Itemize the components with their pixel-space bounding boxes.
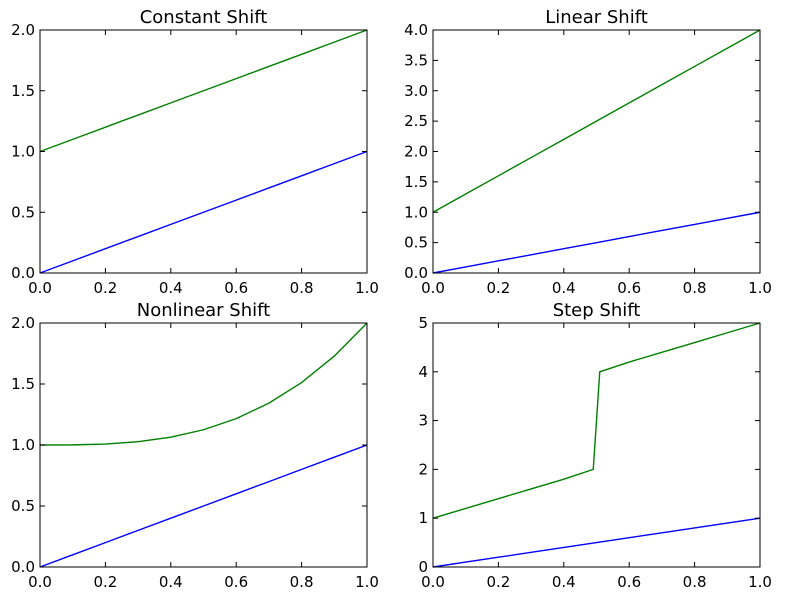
x-tick-label: 0.0 <box>28 279 52 297</box>
series-line-2 <box>432 322 761 519</box>
x-tick-label: 0.6 <box>617 279 641 297</box>
series-line-2 <box>39 29 368 153</box>
y-tick-label: 2 <box>418 460 428 478</box>
y-tick-label: 0.0 <box>11 264 35 282</box>
x-tick-label: 0.2 <box>486 279 510 297</box>
y-tick-label: 3.5 <box>404 51 428 69</box>
panel-step-shift: Step Shift 0.0 0.2 0.4 0.6 0.8 1.0 0 1 2 3 4 5 <box>418 300 771 591</box>
x-tick-label: 0.4 <box>159 573 183 591</box>
y-tick-label: 0.0 <box>404 264 428 282</box>
y-tick-label: 0.0 <box>11 558 35 576</box>
x-tick-label: 0.6 <box>224 279 248 297</box>
y-tick-label: 2.0 <box>11 21 35 39</box>
x-tick-label: 1.0 <box>355 573 379 591</box>
x-tick-label: 0.0 <box>421 279 445 297</box>
y-tick-label: 0.5 <box>11 497 35 515</box>
series-line-2 <box>432 29 761 213</box>
y-tick-label: 1.0 <box>404 203 428 221</box>
x-tick-label: 1.0 <box>748 279 772 297</box>
y-tick-label: 2.0 <box>404 143 428 161</box>
y-tick-label: 2.5 <box>404 112 428 130</box>
panel-title: Constant Shift <box>140 7 268 28</box>
plot-frame <box>432 322 761 568</box>
y-tick-label: 4 <box>418 363 428 381</box>
y-tick-label: 5 <box>418 314 428 332</box>
panel-title: Nonlinear Shift <box>137 300 270 321</box>
x-tick-label: 0.8 <box>683 573 707 591</box>
panel-title: Step Shift <box>553 300 641 321</box>
x-tick-label: 0.2 <box>93 279 117 297</box>
x-tick-label: 0.2 <box>486 573 510 591</box>
x-tick-label: 0.0 <box>28 573 52 591</box>
y-tick-label: 1.0 <box>11 143 35 161</box>
y-tick-label: 2.0 <box>11 314 35 332</box>
y-tick-label: 0.5 <box>404 234 428 252</box>
y-tick-label: 1.5 <box>11 82 35 100</box>
series-line-1 <box>39 150 368 274</box>
x-tick-label: 0.8 <box>290 573 314 591</box>
x-tick-label: 0.4 <box>552 279 576 297</box>
series-line-1 <box>432 517 761 568</box>
y-tick-label: 1.5 <box>11 375 35 393</box>
x-tick-label: 0.8 <box>290 279 314 297</box>
y-tick-label: 1.5 <box>404 173 428 191</box>
y-tick-label: 0 <box>418 558 428 576</box>
y-tick-label: 4.0 <box>404 21 428 39</box>
y-tick-label: 3.0 <box>404 82 428 100</box>
y-tick-label: 1 <box>418 509 428 527</box>
y-tick-label: 3 <box>418 412 428 430</box>
panel-nonlinear-shift: Nonlinear Shift 0.0 0.2 0.4 0.6 0.8 1.0 0.0 0.5… <box>11 300 379 591</box>
x-tick-label: 0.6 <box>224 573 248 591</box>
series-line-1 <box>39 444 368 568</box>
x-tick-label: 0.6 <box>617 573 641 591</box>
series-line-1 <box>432 211 761 274</box>
x-tick-label: 1.0 <box>355 279 379 297</box>
panel-constant-shift: Constant Shift 0.0 0.2 0.4 0.6 0.8 1.0 0.0 0.5 1… <box>11 7 379 297</box>
x-tick-label: 0.4 <box>552 573 576 591</box>
x-tick-label: 0.0 <box>421 573 445 591</box>
x-tick-label: 0.2 <box>93 573 117 591</box>
series-line-2 <box>39 322 368 446</box>
x-tick-label: 0.8 <box>683 279 707 297</box>
x-tick-label: 0.4 <box>159 279 183 297</box>
panel-title: Linear Shift <box>545 7 648 28</box>
y-tick-label: 1.0 <box>11 436 35 454</box>
panel-linear-shift: Linear Shift 0.0 0.2 0.4 0.6 0.8 1.0 0.0 0.5 1.0… <box>404 7 772 297</box>
y-tick-label: 0.5 <box>11 203 35 221</box>
x-tick-label: 1.0 <box>748 573 772 591</box>
